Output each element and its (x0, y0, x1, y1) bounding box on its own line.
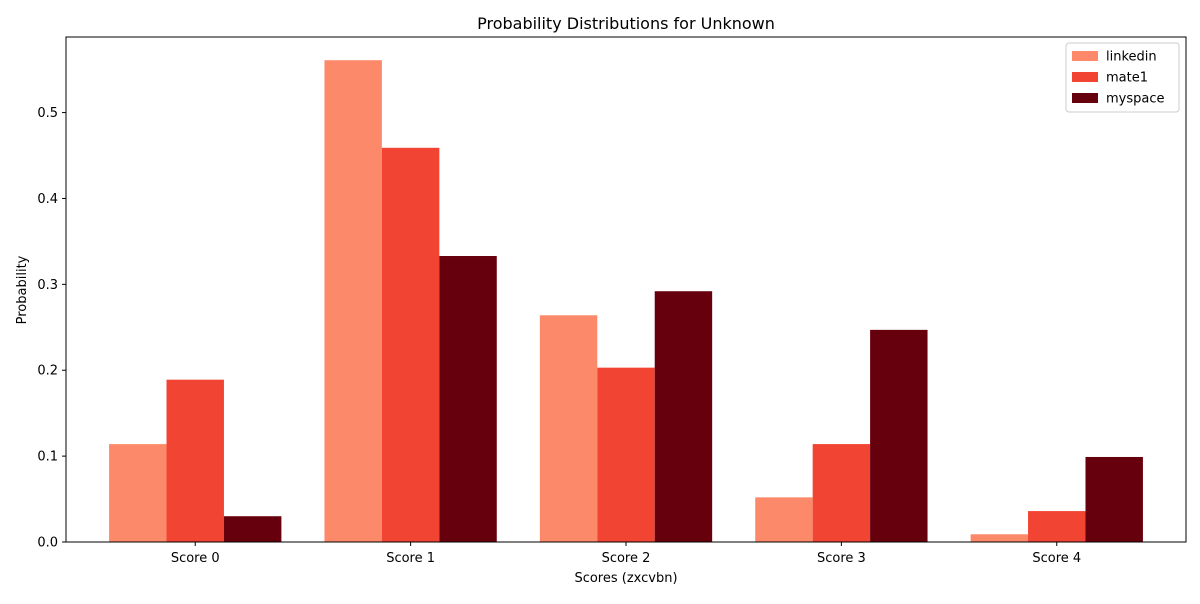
y-tick-label: 0.1 (37, 450, 58, 465)
bar-myspace-3 (870, 329, 928, 542)
x-tick-label: Score 0 (171, 551, 220, 566)
x-tick-label: Score 2 (602, 551, 651, 566)
bar-myspace-2 (654, 291, 713, 542)
legend-swatch-linkedin (1072, 51, 1098, 61)
bar-myspace-0 (223, 516, 282, 542)
bar-mate1-2 (597, 367, 655, 542)
bar-mate1-4 (1028, 511, 1086, 542)
y-tick-label: 0.5 (37, 106, 58, 121)
bar-linkedin-4 (970, 534, 1029, 542)
bar-myspace-4 (1085, 456, 1143, 542)
legend-swatch-mate1 (1072, 72, 1098, 82)
plot-area-frame (65, 36, 1187, 543)
bar-mate1-1 (381, 147, 440, 543)
x-tick-label: Score 1 (386, 551, 435, 566)
legend-label-myspace: myspace (1106, 92, 1165, 107)
x-axis-label: Scores (zxcvbn) (574, 571, 677, 586)
y-axis-label: Probability (15, 255, 30, 324)
legend-swatch-myspace (1072, 93, 1098, 103)
y-tick-label: 0.4 (37, 192, 58, 207)
x-axis-ticks: Score 0 Score 1 Score 2 Score 3 Score 4 (171, 542, 1081, 566)
bar-linkedin-1 (324, 60, 382, 542)
legend-label-linkedin: linkedin (1106, 50, 1157, 65)
y-axis-ticks: 0.0 0.1 0.2 0.3 0.4 0.5 (37, 106, 66, 551)
legend-label-mate1: mate1 (1106, 71, 1148, 86)
chart-title: Probability Distributions for Unknown (477, 14, 775, 33)
y-tick-label: 0.0 (37, 536, 58, 551)
legend: linkedin mate1 myspace (1065, 42, 1180, 113)
bar-mate1-3 (812, 444, 871, 542)
bar-linkedin-3 (755, 497, 813, 542)
bar-linkedin-2 (539, 315, 598, 542)
bar-linkedin-0 (109, 444, 167, 542)
y-tick-label: 0.3 (37, 278, 58, 293)
bar-myspace-1 (439, 256, 497, 542)
bar-mate1-0 (166, 379, 224, 542)
x-tick-label: Score 3 (817, 551, 866, 566)
x-tick-label: Score 4 (1032, 551, 1081, 566)
y-tick-label: 0.2 (37, 364, 58, 379)
bars-layer (109, 60, 1143, 543)
